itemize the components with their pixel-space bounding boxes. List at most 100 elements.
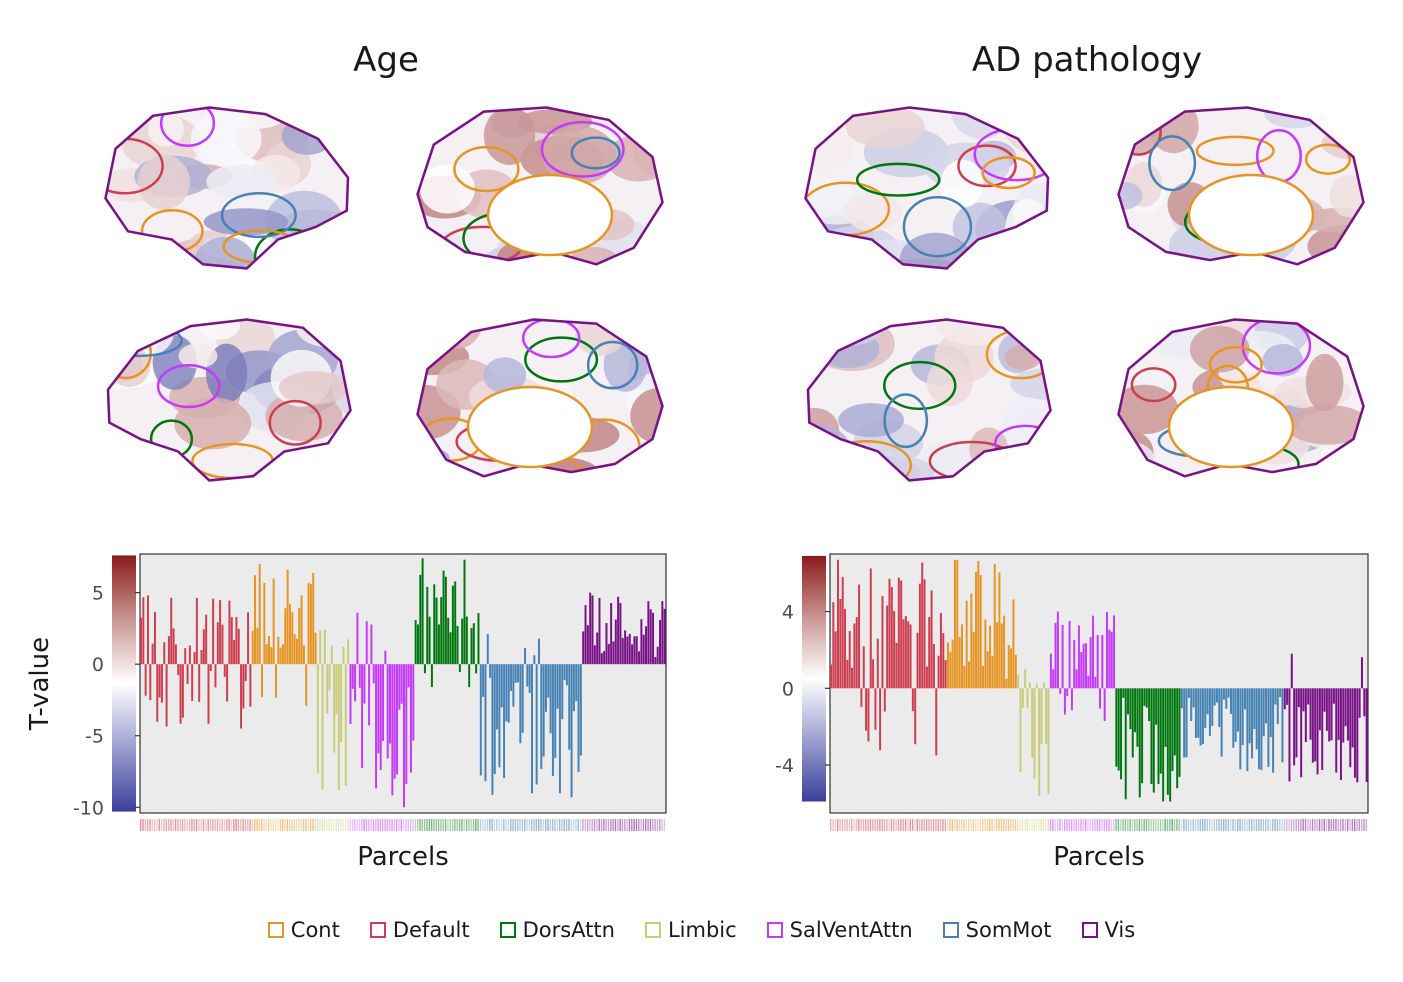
bar [179, 664, 182, 724]
bar [1028, 682, 1031, 689]
parcel-rug-mark [340, 819, 342, 831]
bar [1131, 688, 1134, 758]
parcel-rug-mark [1073, 819, 1075, 831]
bar [876, 638, 879, 689]
bar [1335, 688, 1338, 773]
parcel-rug-mark [293, 819, 296, 831]
bar [598, 597, 601, 665]
parcel-rug-mark [586, 819, 589, 831]
bar [477, 613, 480, 665]
bar [865, 688, 868, 731]
bar [326, 664, 329, 714]
bar [342, 646, 345, 665]
parcel-rug-mark [158, 819, 161, 831]
parcel-rug-mark [458, 819, 461, 831]
parcel-rug-mark [172, 819, 174, 831]
bar [1049, 653, 1052, 689]
parcel-rug-mark [307, 819, 309, 831]
parcel-rug-mark [1155, 819, 1157, 831]
bar [216, 622, 219, 665]
bar [1300, 688, 1303, 778]
bar [389, 664, 392, 744]
parcel-rug-mark [869, 819, 872, 831]
parcel-rug-mark [1028, 819, 1031, 831]
parcel-rug-mark [1019, 819, 1021, 831]
bar [393, 664, 396, 779]
parcel-rug-mark [979, 819, 982, 831]
bar [461, 618, 464, 665]
bar [1063, 688, 1066, 715]
bar [444, 576, 447, 665]
parcel-rug-mark [433, 819, 435, 831]
bar [982, 666, 985, 689]
bar [1309, 688, 1312, 740]
bar [895, 642, 898, 689]
parcel-rug-mark [270, 819, 272, 831]
parcel-rug-mark [645, 819, 647, 831]
parcel-rug-mark [268, 819, 270, 831]
bar [1138, 688, 1141, 798]
bar [890, 586, 893, 689]
bar [986, 651, 989, 689]
bar [265, 644, 268, 665]
bar [1244, 688, 1247, 710]
bar [647, 601, 650, 665]
parcel-rug-mark [240, 819, 242, 831]
parcel-rug-mark [579, 819, 582, 831]
parcel-rug-mark [996, 819, 998, 831]
parcel-rug-mark [198, 819, 200, 831]
parcel-rug-mark [233, 819, 235, 831]
parcel-rug-mark [167, 819, 170, 831]
bar [939, 613, 942, 689]
bar [1026, 688, 1029, 708]
parcel-rug-mark [982, 819, 984, 831]
parcel-rug-mark [1190, 819, 1192, 831]
parcel-rug-mark [207, 819, 209, 831]
bar [242, 664, 245, 709]
parcel-rug-mark [1330, 819, 1332, 831]
parcel-rug-mark [1321, 819, 1323, 831]
bar [319, 630, 322, 665]
parcel-rug-mark [389, 819, 391, 831]
bar [1122, 688, 1125, 698]
parcel-rug-mark [1265, 819, 1267, 831]
parcel-rug-mark [384, 819, 386, 831]
bar [163, 642, 166, 665]
bar [479, 664, 482, 776]
bar [414, 620, 417, 665]
brain-surface-2 [106, 318, 352, 482]
bar [200, 650, 203, 665]
bar [586, 625, 589, 665]
bar [872, 659, 875, 689]
parcel-rug-mark [335, 819, 337, 831]
bar [568, 664, 571, 750]
parcel-rug-mark [1176, 819, 1178, 831]
parcel-rug-mark [409, 819, 412, 831]
bar [584, 605, 587, 665]
parcel-rug-mark [288, 819, 291, 831]
parcel-rug-mark [153, 819, 156, 831]
parcel-rug-mark [1152, 819, 1155, 831]
bar [1075, 669, 1078, 689]
bar [293, 634, 296, 665]
bar [1014, 654, 1017, 689]
parcel-rug-mark [589, 819, 591, 831]
bar [144, 664, 147, 696]
parcel-rug-mark [1241, 819, 1244, 831]
bar [1253, 688, 1256, 730]
bar [354, 664, 357, 702]
bar [379, 664, 382, 771]
parcel-rug-mark [140, 819, 142, 831]
bar [1227, 688, 1230, 698]
parcel-rug-mark [563, 819, 565, 831]
parcel-rug-mark [619, 819, 621, 831]
parcel-rug-mark [1141, 819, 1143, 831]
parcel-rug-mark [1253, 819, 1255, 831]
bar [254, 575, 257, 665]
parcel-rug-mark [1087, 819, 1089, 831]
bar [1019, 688, 1022, 773]
parcel-rug-mark [440, 819, 442, 831]
parcel-rug-mark [844, 819, 846, 831]
parcel-rug-mark [1251, 819, 1253, 831]
parcel-rug-mark [1332, 819, 1335, 831]
